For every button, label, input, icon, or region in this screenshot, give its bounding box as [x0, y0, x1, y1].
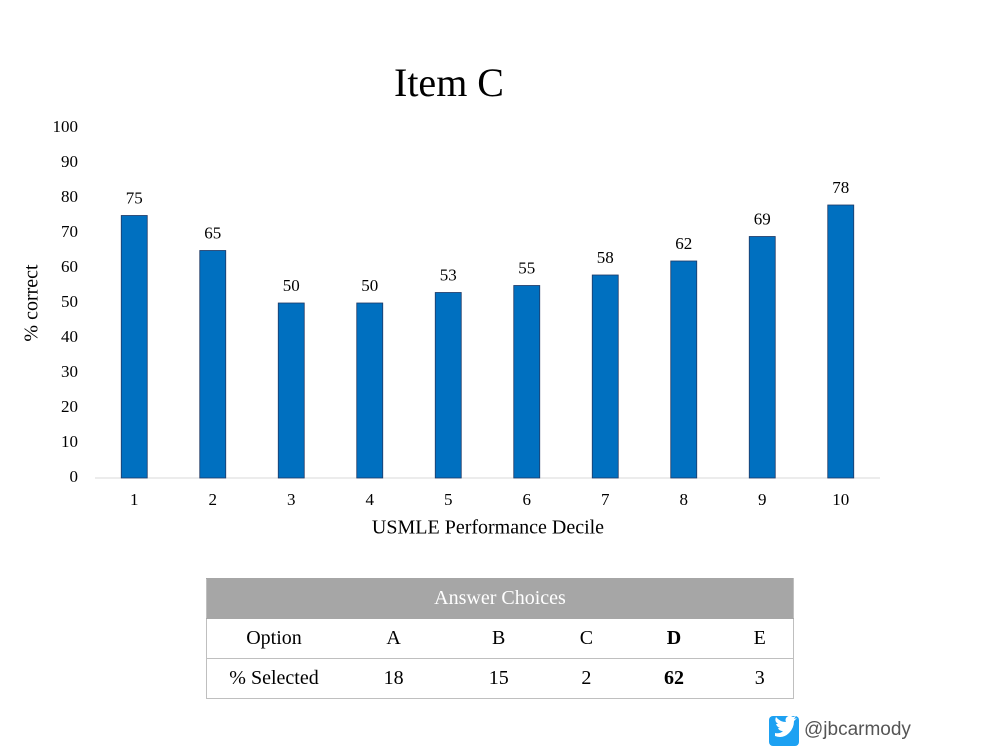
twitter-handle: @jbcarmody — [804, 719, 911, 740]
x-tick-label: 9 — [758, 490, 767, 509]
table-cell: % Selected — [206, 658, 341, 699]
bar — [199, 250, 227, 479]
table-cell: 18 — [341, 658, 447, 699]
bar — [827, 204, 855, 479]
data-label: 78 — [832, 178, 849, 197]
data-label: 65 — [204, 223, 221, 242]
chart-title: Item C — [394, 60, 504, 105]
y-tick-label: 80 — [61, 187, 78, 206]
y-tick-label: 50 — [61, 292, 78, 311]
data-label: 69 — [754, 209, 771, 228]
bar — [277, 302, 305, 479]
y-tick-label: 90 — [61, 152, 78, 171]
data-label: 75 — [126, 188, 143, 207]
twitter-bird — [775, 715, 797, 737]
y-tick-label: 20 — [61, 397, 78, 416]
x-tick-label: 6 — [523, 490, 532, 509]
table-header: C — [551, 618, 622, 659]
table-header: D — [621, 618, 727, 659]
bar — [434, 292, 462, 479]
y-tick-label: 30 — [61, 362, 78, 381]
table-header: A — [341, 618, 447, 659]
table-cell: 62 — [621, 658, 727, 699]
answer-table: Answer Choices Option A B C D E % Select… — [206, 578, 794, 699]
x-tick-label: 5 — [444, 490, 453, 509]
y-axis-title: % correct — [21, 264, 43, 342]
data-label: 58 — [597, 248, 614, 267]
table-header: E — [726, 618, 794, 659]
x-tick-label: 2 — [209, 490, 218, 509]
x-tick-label: 7 — [601, 490, 610, 509]
x-tick-label: 10 — [832, 490, 849, 509]
data-label: 53 — [440, 265, 457, 284]
bar — [591, 274, 619, 479]
data-label: 50 — [361, 276, 378, 295]
table-header: B — [446, 618, 552, 659]
x-tick-label: 8 — [680, 490, 689, 509]
x-tick-label: 1 — [130, 490, 139, 509]
bar — [513, 285, 541, 479]
x-tick-label: 3 — [287, 490, 296, 509]
y-tick-label: 70 — [61, 222, 78, 241]
y-tick-label: 60 — [61, 257, 78, 276]
table-cell: 15 — [446, 658, 552, 699]
bar — [748, 236, 776, 479]
y-tick-label: 40 — [61, 327, 78, 346]
table-cell: 2 — [551, 658, 622, 699]
data-label: 55 — [518, 258, 535, 277]
bar — [120, 215, 148, 479]
x-tick-label: 4 — [366, 490, 375, 509]
table-cell: 3 — [726, 658, 794, 699]
y-tick-label: 0 — [70, 467, 79, 486]
x-axis-title: USMLE Performance Decile — [372, 517, 604, 539]
data-label: 62 — [675, 234, 692, 253]
table-header: Option — [206, 618, 341, 659]
bar — [670, 260, 698, 479]
y-tick-label: 10 — [61, 432, 78, 451]
y-tick-label: 100 — [53, 117, 79, 136]
bar — [356, 302, 384, 479]
table-title: Answer Choices — [206, 578, 794, 619]
data-label: 50 — [283, 276, 300, 295]
